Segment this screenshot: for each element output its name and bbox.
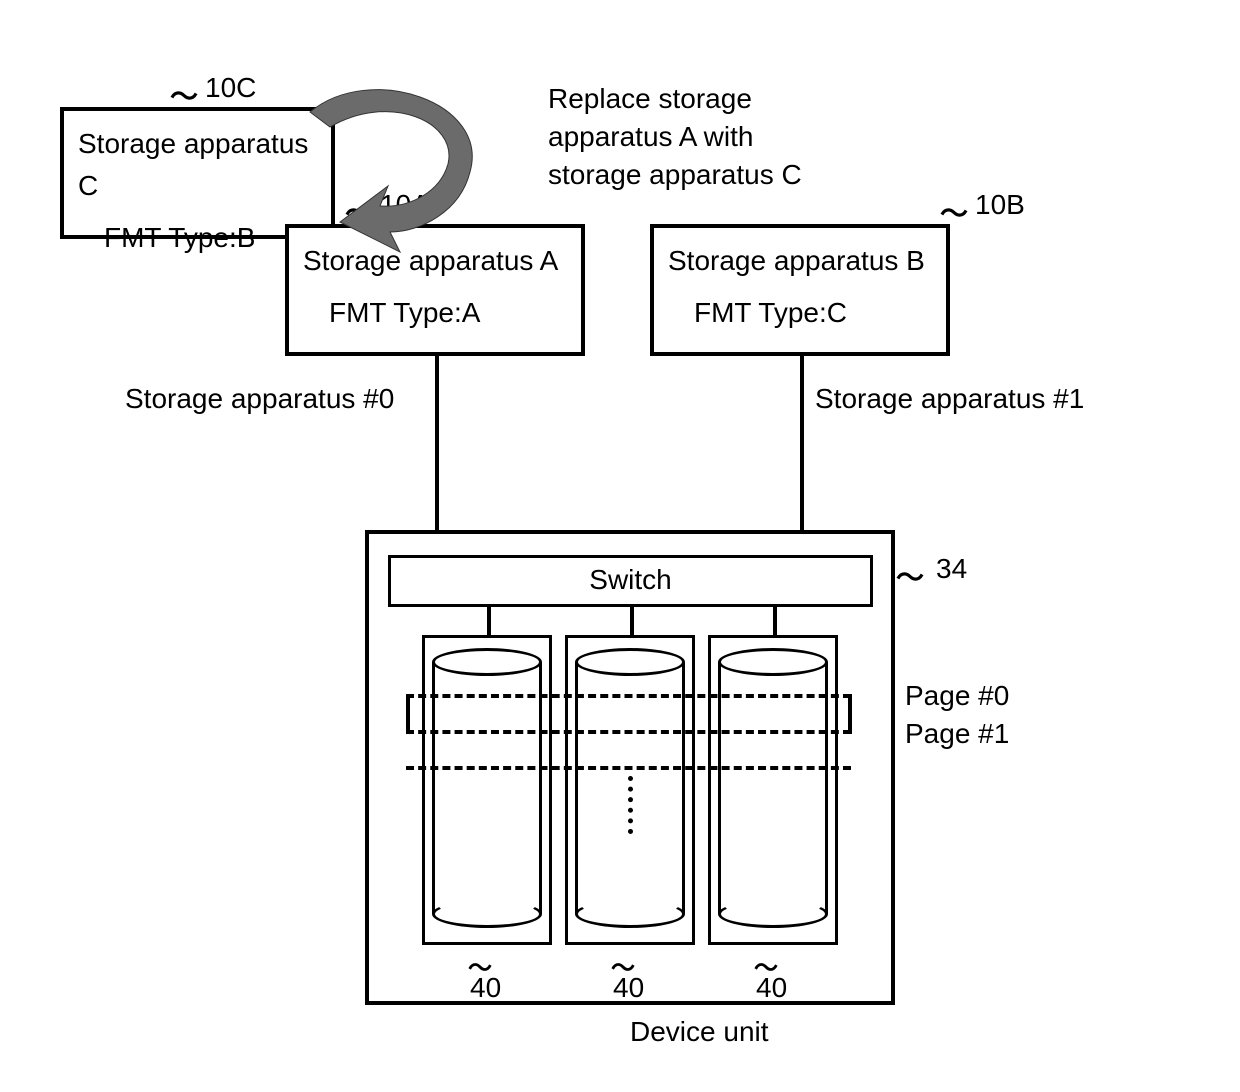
connector-a-to-switch: [435, 356, 439, 555]
ref-40-label-0: 40: [470, 972, 501, 1004]
replace-annotation: Replace storage apparatus A with storage…: [548, 80, 802, 193]
ref-10b-label: 10B: [975, 189, 1025, 221]
page-1-label: Page #1: [905, 718, 1009, 750]
switch-label: Switch: [589, 564, 671, 595]
slot-1-label: Storage apparatus #1: [815, 383, 1084, 415]
ref-10c-squiggle: 〜: [170, 75, 198, 115]
connector-b-to-switch: [800, 356, 804, 555]
page-bracket-right: [848, 694, 852, 734]
drive-cylinder-2: [718, 648, 828, 928]
replace-arrow-icon: [270, 72, 500, 262]
ref-34-squiggle: 〜: [896, 556, 924, 596]
ref-10c-label: 10C: [205, 72, 256, 104]
slot-0-label: Storage apparatus #0: [125, 383, 394, 415]
page-1-bottom-line: [406, 766, 851, 770]
ref-34-label: 34: [936, 553, 967, 585]
ref-10b-squiggle: 〜: [940, 192, 968, 232]
page-0-label: Page #0: [905, 680, 1009, 712]
ref-40-label-2: 40: [756, 972, 787, 1004]
box-a-fmt: FMT Type:A: [303, 292, 567, 334]
device-unit-label: Device unit: [630, 1016, 769, 1048]
page-0-top-line: [406, 694, 851, 698]
box-b-title: Storage apparatus B: [668, 240, 932, 282]
ellipsis-dots-icon: [628, 776, 633, 834]
switch-box: Switch: [388, 555, 873, 607]
page-bracket-left: [406, 694, 410, 734]
storage-apparatus-b-box: Storage apparatus B FMT Type:C: [650, 224, 950, 356]
box-b-fmt: FMT Type:C: [668, 292, 932, 334]
ref-40-label-1: 40: [613, 972, 644, 1004]
drive-cylinder-0: [432, 648, 542, 928]
diagram-canvas: Storage apparatus C FMT Type:B 〜 10C Sto…: [0, 0, 1240, 1092]
page-0-bottom-line: [406, 730, 851, 734]
